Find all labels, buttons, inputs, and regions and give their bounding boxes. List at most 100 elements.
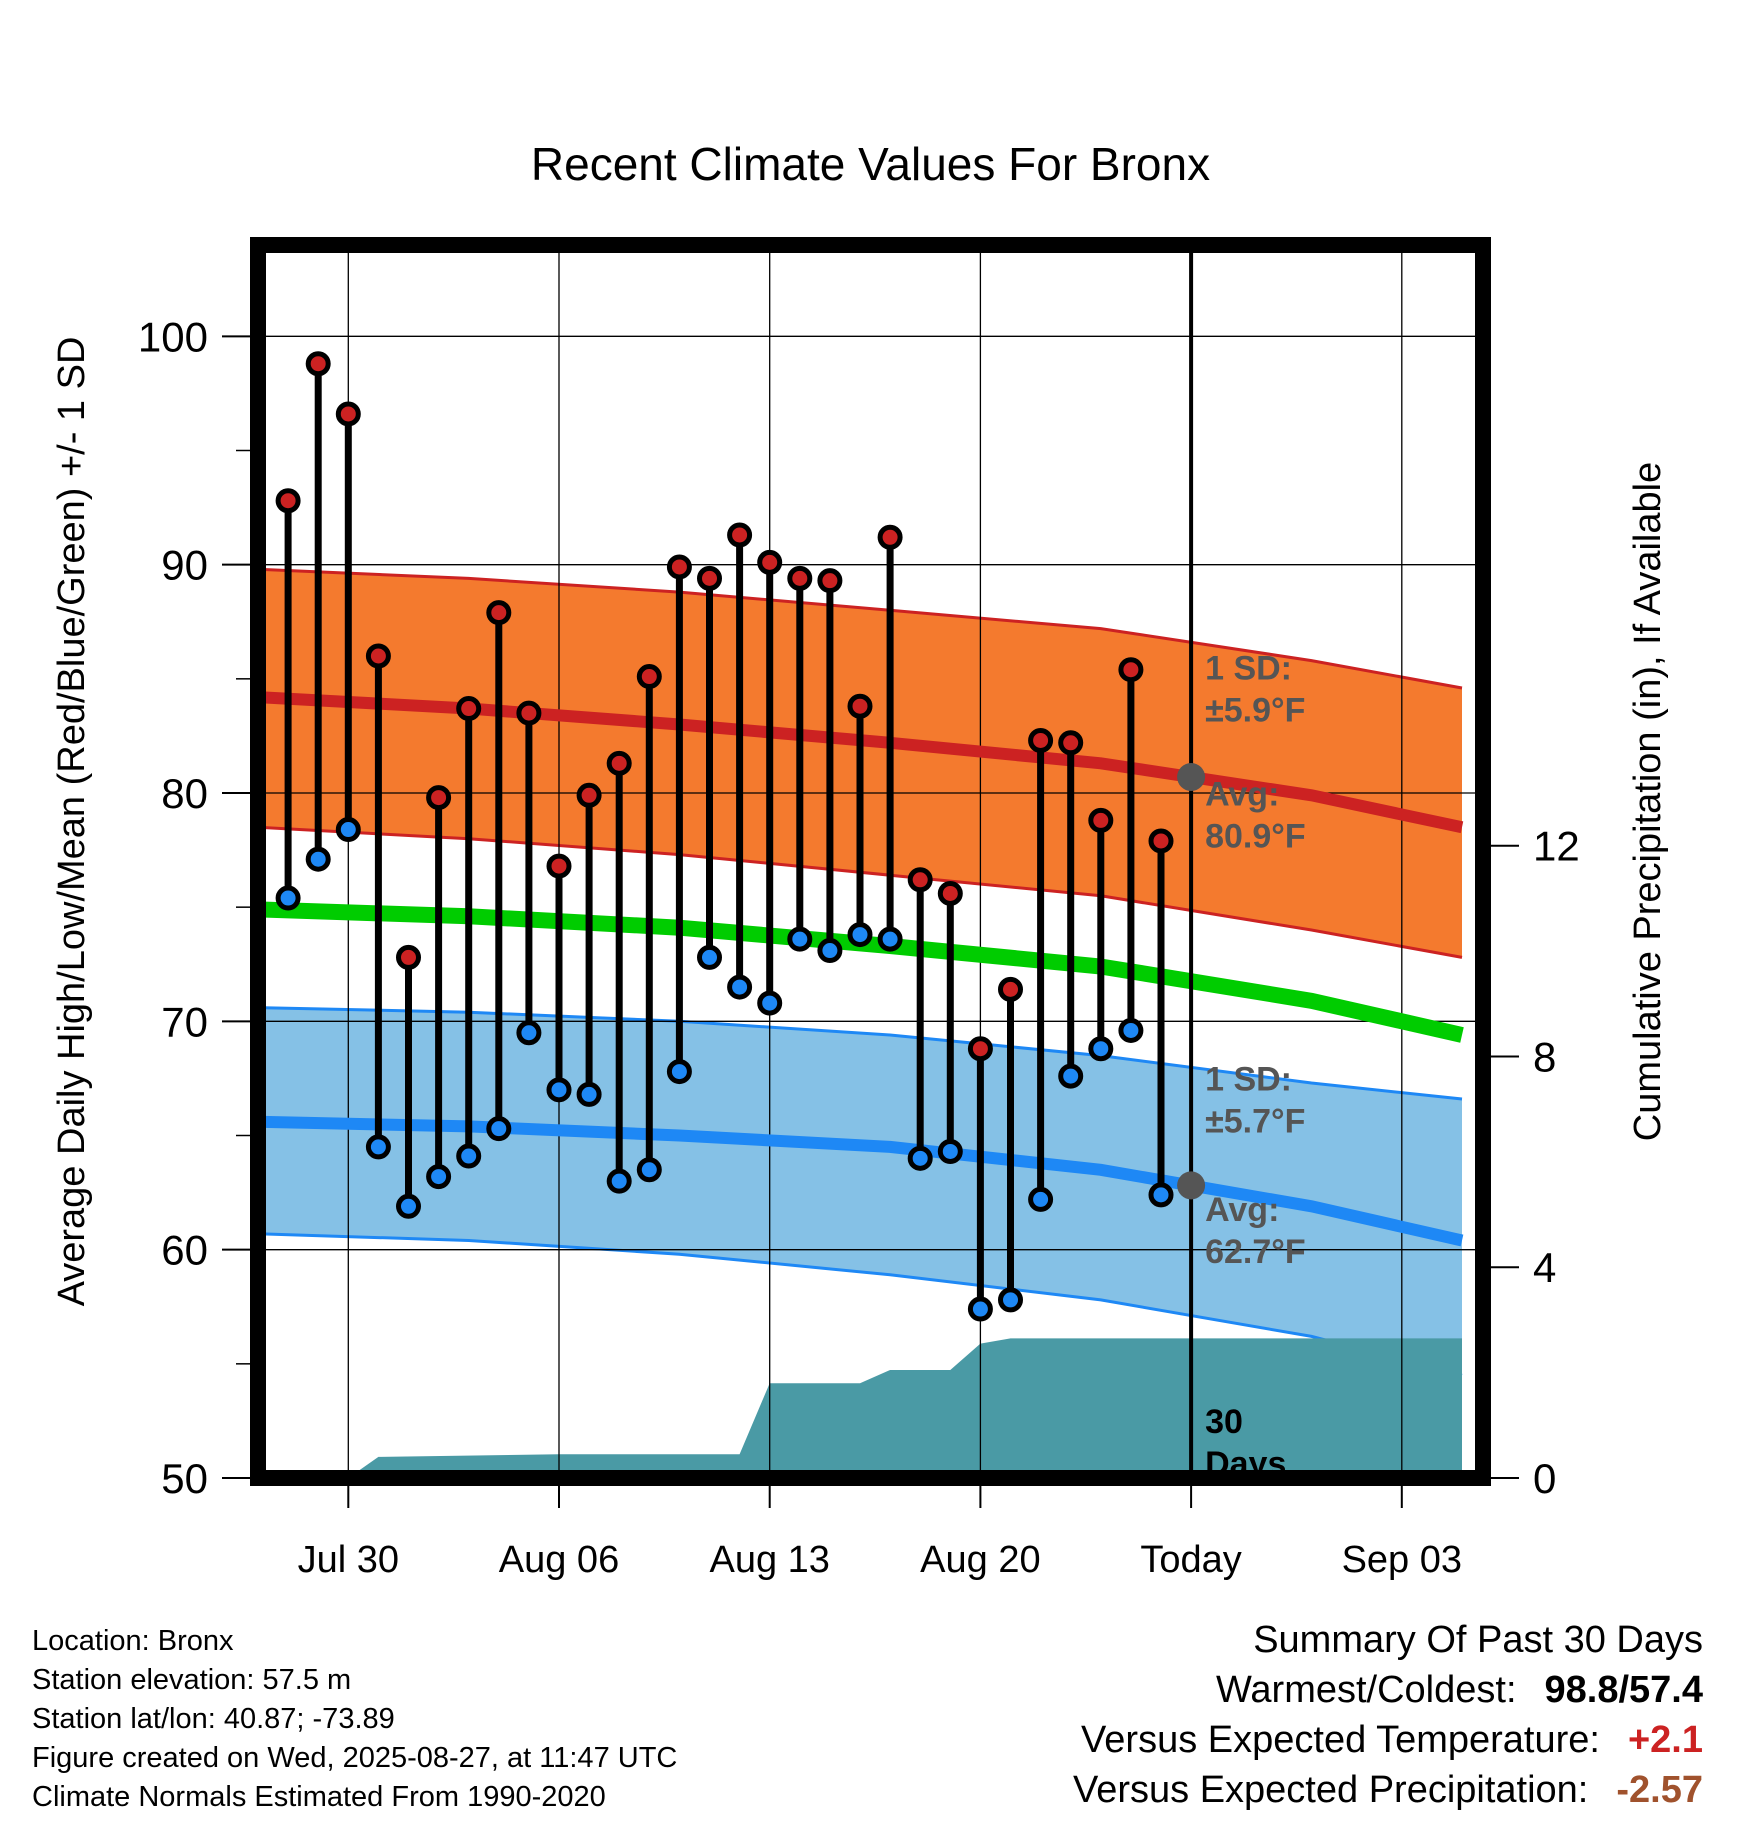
y-tick-label: 60 bbox=[161, 1227, 208, 1274]
daily-high-marker bbox=[998, 976, 1023, 1002]
daily-high-marker bbox=[365, 643, 391, 669]
daily-low-marker bbox=[275, 885, 301, 911]
daily-high-marker bbox=[847, 693, 873, 719]
daily-high-marker bbox=[305, 351, 331, 377]
daily-low-marker bbox=[967, 1296, 993, 1322]
info-normals: Climate Normals Estimated From 1990-2020 bbox=[32, 1781, 606, 1813]
info-elevation: Station elevation: 57.5 m bbox=[32, 1664, 352, 1696]
daily-low-marker bbox=[787, 926, 813, 952]
x-tick-label: Aug 06 bbox=[499, 1539, 619, 1581]
summary-temp-row: Versus Expected Temperature: +2.1 bbox=[1073, 1715, 1703, 1765]
annotation: 1 SD: ±5.9°F bbox=[1205, 650, 1305, 730]
annotation: Avg: 80.9°F bbox=[1205, 775, 1306, 855]
daily-low-marker bbox=[305, 846, 331, 872]
annotation-line1: Avg: bbox=[1205, 775, 1279, 813]
daily-high-marker bbox=[787, 565, 813, 591]
daily-high-marker bbox=[486, 600, 512, 626]
summary-panel: Summary Of Past 30 Days Warmest/Coldest:… bbox=[1073, 1615, 1703, 1815]
plot-frame bbox=[250, 237, 1491, 1486]
daily-high-marker bbox=[1118, 657, 1144, 683]
y-tick-label: 100 bbox=[138, 313, 208, 360]
daily-low-marker bbox=[335, 817, 361, 843]
daily-high-marker bbox=[1088, 807, 1114, 833]
daily-high-marker bbox=[1058, 730, 1084, 756]
annotation-line2: 62.7°F bbox=[1205, 1233, 1306, 1271]
y2-tick-label: 0 bbox=[1533, 1455, 1556, 1502]
daily-high-marker bbox=[576, 782, 602, 808]
x-tick-label: Aug 20 bbox=[920, 1539, 1040, 1581]
y-tick-label: 70 bbox=[161, 998, 208, 1045]
summary-precip-label: Versus Expected Precipitation: bbox=[1072, 1769, 1589, 1811]
daily-high-marker bbox=[456, 696, 482, 722]
summary-precip-row: Versus Expected Precipitation: -2.57 bbox=[1073, 1765, 1703, 1815]
daily-high-marker bbox=[697, 565, 722, 591]
daily-high-marker bbox=[275, 488, 301, 514]
y-axis-title: Average Daily High/Low/Mean (Red/Blue/Gr… bbox=[51, 337, 93, 1307]
precipitation-area bbox=[258, 1338, 1462, 1478]
daily-high-marker bbox=[757, 549, 783, 575]
daily-low-marker bbox=[606, 1168, 632, 1194]
daily-low-marker bbox=[426, 1164, 452, 1190]
daily-low-marker bbox=[727, 974, 753, 1000]
daily-low-marker bbox=[998, 1287, 1023, 1313]
summary-warmest-label: Warmest/Coldest: bbox=[1215, 1669, 1517, 1711]
daily-low-marker bbox=[847, 922, 873, 948]
annotation-line2: ±5.9°F bbox=[1205, 692, 1305, 730]
info-location: Location: Bronx bbox=[32, 1625, 234, 1657]
annotation-line2: 80.9°F bbox=[1205, 817, 1306, 855]
daily-high-marker bbox=[335, 401, 361, 427]
daily-high-marker bbox=[516, 700, 542, 726]
daily-high-marker bbox=[907, 867, 933, 893]
daily-low-marker bbox=[1058, 1063, 1084, 1089]
daily-high-marker bbox=[426, 785, 452, 811]
daily-low-marker bbox=[877, 926, 903, 952]
x-tick-label: Today bbox=[1140, 1539, 1241, 1581]
summary-warmest-row: Warmest/Coldest: 98.8/57.4 bbox=[1073, 1665, 1703, 1715]
low-lower-line bbox=[258, 1232, 1463, 1377]
annotation-line2: ±5.7°F bbox=[1205, 1103, 1305, 1141]
summary-temp-label: Versus Expected Temperature: bbox=[1081, 1719, 1600, 1761]
summary-warmest-value: 98.8/57.4 bbox=[1544, 1669, 1703, 1711]
daily-low-marker bbox=[486, 1116, 512, 1142]
daily-low-marker bbox=[516, 1020, 542, 1046]
daily-low-marker bbox=[817, 938, 843, 964]
x-axis-title: Day bbox=[837, 1605, 905, 1610]
daily-low-marker bbox=[396, 1193, 421, 1219]
daily-low-marker bbox=[456, 1143, 482, 1169]
daily-low-marker bbox=[546, 1077, 572, 1103]
daily-high-marker bbox=[877, 524, 903, 550]
y2-axis-title: Cumulative Precipitation (in), If Availa… bbox=[1627, 462, 1669, 1141]
daily-low-marker bbox=[1118, 1017, 1144, 1043]
info-created: Figure created on Wed, 2025-08-27, at 11… bbox=[32, 1742, 678, 1774]
summary-temp-value: +2.1 bbox=[1627, 1719, 1703, 1761]
station-info: Location: Bronx Station elevation: 57.5 … bbox=[32, 1622, 677, 1817]
daily-high-marker bbox=[727, 522, 753, 548]
daily-high-marker bbox=[1148, 828, 1174, 854]
daily-low-marker bbox=[666, 1059, 692, 1085]
daily-high-marker bbox=[937, 880, 963, 906]
daily-high-marker bbox=[1028, 727, 1054, 753]
annotation: Avg: 62.7°F bbox=[1205, 1191, 1306, 1271]
y-tick-label: 50 bbox=[161, 1455, 208, 1502]
annotation-line1: 30 bbox=[1205, 1403, 1243, 1441]
daily-low-marker bbox=[1148, 1182, 1174, 1208]
y2-tick-label: 8 bbox=[1533, 1033, 1556, 1080]
daily-low-marker bbox=[576, 1081, 602, 1107]
daily-low-marker bbox=[937, 1138, 963, 1164]
daily-high-marker bbox=[606, 750, 632, 776]
daily-low-marker bbox=[1088, 1036, 1114, 1062]
climate-chart: 1 SD: ±5.9°F Avg: 80.9°F 1 SD: ±5.7°F Avg: 62.7… bbox=[51, 138, 1669, 1610]
today-low-normal-marker bbox=[1177, 1171, 1206, 1200]
daily-high-marker bbox=[666, 554, 692, 580]
annotation-line1: Avg: bbox=[1205, 1191, 1279, 1229]
today-high-normal-marker bbox=[1177, 763, 1206, 792]
daily-low-marker bbox=[757, 990, 783, 1016]
annotation-line1: 1 SD: bbox=[1205, 650, 1292, 688]
y-tick-label: 80 bbox=[161, 770, 208, 817]
summary-precip-value: -2.57 bbox=[1616, 1769, 1703, 1811]
daily-high-marker bbox=[967, 1036, 993, 1062]
daily-low-marker bbox=[697, 944, 722, 970]
x-tick-label: Jul 30 bbox=[298, 1539, 399, 1581]
daily-high-marker bbox=[396, 944, 421, 970]
y-tick-label: 90 bbox=[161, 542, 208, 589]
